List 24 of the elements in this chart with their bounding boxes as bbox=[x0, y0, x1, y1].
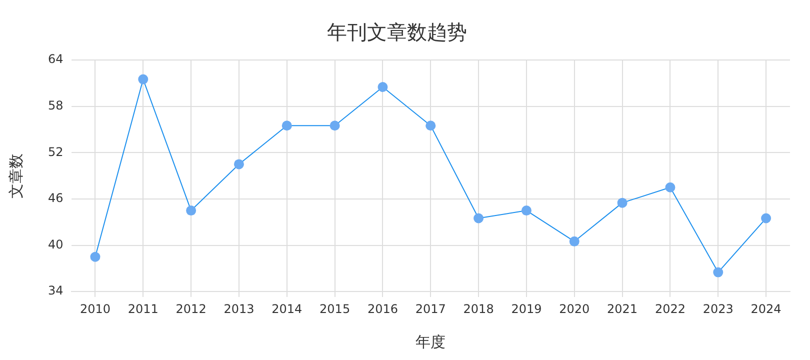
x-tick-label: 2010 bbox=[80, 302, 110, 316]
x-tick-label: 2021 bbox=[607, 302, 638, 316]
y-tick-label: 40 bbox=[48, 237, 64, 252]
chart-title: 年刊文章数趋势 bbox=[327, 20, 467, 44]
x-tick-label: 2020 bbox=[559, 302, 590, 316]
x-tick-label: 2012 bbox=[176, 302, 206, 316]
x-tick-label: 2014 bbox=[272, 302, 302, 316]
x-tick-label: 2017 bbox=[415, 302, 446, 316]
y-tick-label: 58 bbox=[48, 98, 64, 112]
x-tick-label: 2013 bbox=[224, 302, 254, 316]
x-tick-label: 2022 bbox=[654, 302, 686, 316]
x-tick-label: 2015 bbox=[320, 302, 350, 316]
x-tick-label: 2024 bbox=[750, 302, 782, 316]
x-tick-label: 2019 bbox=[511, 302, 542, 316]
x-tick-label: 2018 bbox=[463, 302, 494, 316]
x-tick-label: 2011 bbox=[128, 302, 158, 316]
y-axis-title: 文章数 bbox=[6, 153, 25, 198]
x-axis-title: 年度 bbox=[416, 332, 446, 351]
y-tick-label: 64 bbox=[48, 52, 64, 66]
x-tick-label: 2016 bbox=[367, 302, 398, 316]
x-tick-label: 2023 bbox=[702, 302, 734, 316]
y-tick-label: 34 bbox=[48, 284, 64, 298]
y-tick-label: 46 bbox=[48, 191, 64, 206]
y-tick-label: 52 bbox=[48, 144, 64, 159]
